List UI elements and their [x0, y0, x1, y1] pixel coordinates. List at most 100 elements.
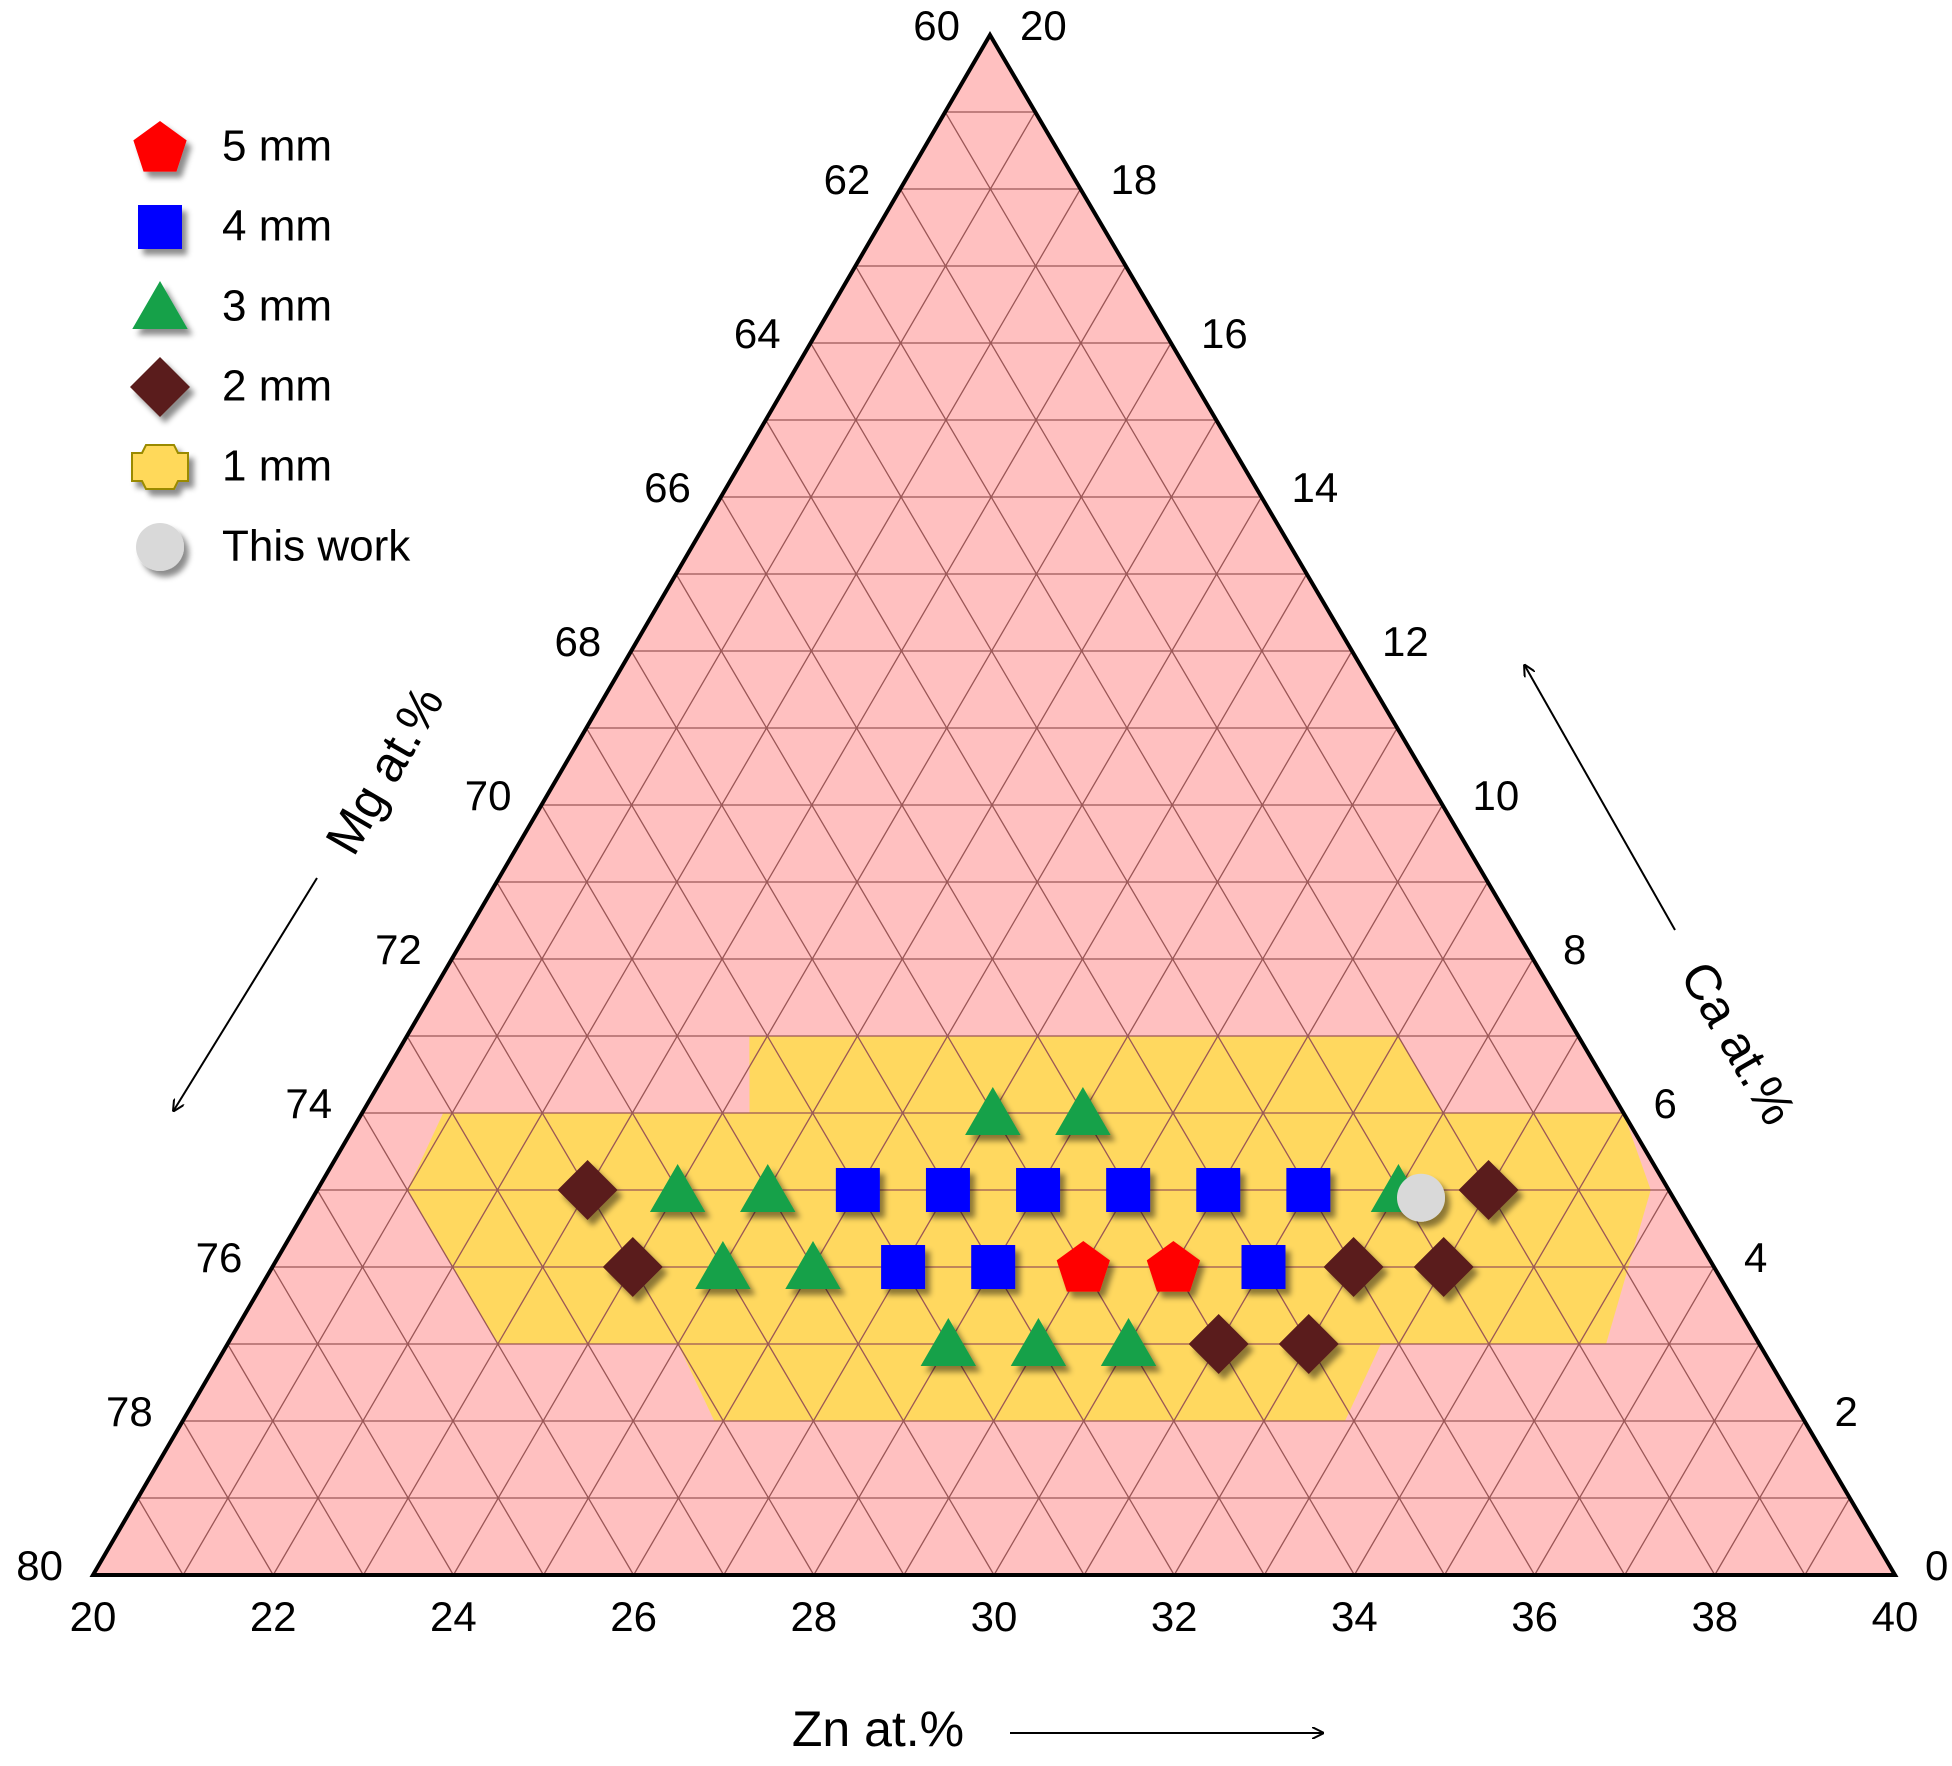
diamond-marker: [1458, 1160, 1519, 1220]
ca-arrow: [1525, 666, 1676, 931]
mg-tick-label: 70: [465, 772, 512, 819]
diamond-marker: [557, 1160, 618, 1220]
diamond-marker: [1188, 1314, 1249, 1374]
legend-label: 1 mm: [222, 442, 332, 491]
triangle-marker: [132, 281, 188, 329]
ca-tick-label: 16: [1201, 310, 1248, 357]
grid-line: [542, 419, 1217, 1576]
grid-line: [182, 1420, 274, 1576]
triangle-marker: [695, 1241, 751, 1289]
triangle-marker: [785, 1241, 841, 1289]
mg-tick-label: 68: [554, 618, 601, 665]
diamond-marker: [1413, 1237, 1474, 1297]
legend-label: 5 mm: [222, 122, 332, 171]
ca-tick-label: 0: [1925, 1542, 1948, 1589]
square-marker: [971, 1245, 1016, 1289]
region-marker: [131, 444, 189, 490]
square-marker: [925, 1168, 970, 1212]
legend-label: 2 mm: [222, 362, 332, 411]
zn-tick-label: 32: [1151, 1593, 1198, 1640]
grid-line: [361, 1112, 635, 1576]
grid-line: [899, 188, 1716, 1576]
legend-label: 3 mm: [222, 282, 332, 331]
diamond-marker: [602, 1237, 663, 1297]
zn-tick-label: 26: [610, 1593, 657, 1640]
square-marker: [881, 1245, 926, 1289]
grid-line: [316, 1189, 545, 1576]
triangle-marker: [1055, 1087, 1111, 1135]
zn-tick-label: 30: [971, 1593, 1018, 1640]
mg-tick-label: 72: [375, 926, 422, 973]
grid-line: [765, 419, 1446, 1576]
zn-tick-label: 40: [1872, 1593, 1919, 1640]
ternary-outline: [89, 31, 1899, 1577]
ca-tick-label: 6: [1654, 1080, 1677, 1127]
region: [407, 1036, 1651, 1421]
mg-tick-label: 80: [16, 1542, 63, 1589]
grid-line: [406, 1035, 725, 1576]
grid-line: [944, 111, 1806, 1576]
ca-axis-title: Ca at.%: [1670, 952, 1807, 1134]
mg-tick-label: 64: [734, 310, 781, 357]
diamond-marker: [1278, 1314, 1339, 1374]
triangle-marker: [965, 1087, 1021, 1135]
triangle-marker: [740, 1164, 796, 1212]
pentagon-marker: [1146, 1241, 1201, 1292]
zn-tick-label: 38: [1691, 1593, 1738, 1640]
mg-tick-label: 74: [285, 1080, 332, 1127]
mg-tick-label: 66: [644, 464, 691, 511]
square-marker: [1196, 1168, 1241, 1212]
square-marker: [835, 1168, 880, 1212]
pentagon-marker: [133, 121, 187, 172]
grid-line: [810, 342, 1536, 1576]
ca-tick-label: 2: [1835, 1388, 1858, 1435]
circle-marker: [1396, 1173, 1445, 1222]
zn-tick-label: 24: [430, 1593, 477, 1640]
grid-line: [723, 573, 1308, 1576]
grid-line: [1624, 1343, 1760, 1576]
grid-line: [496, 881, 905, 1576]
mg-axis-title: Mg at.%: [315, 677, 455, 864]
circle-marker: [136, 523, 184, 571]
grid-line: [630, 650, 1175, 1576]
ca-tick-label: 10: [1473, 772, 1520, 819]
ca-tick-label: 4: [1744, 1234, 1767, 1281]
grid-line: [1443, 1189, 1670, 1576]
legend: 5 mm 4 mm 3 mm 2 mm 1 mm This work: [130, 121, 411, 571]
ca-tick-label: 14: [1292, 464, 1339, 511]
legend-label: 4 mm: [222, 202, 332, 251]
square-marker: [1016, 1168, 1061, 1212]
ca-tick-label: 8: [1563, 926, 1586, 973]
grid-line: [182, 111, 1036, 1576]
grid-line: [854, 265, 1626, 1576]
zn-tick-label: 28: [790, 1593, 837, 1640]
mg-tick-label: 76: [196, 1234, 243, 1281]
ca-tick-label: 12: [1382, 618, 1429, 665]
grid-line: [137, 1497, 184, 1576]
legend-label: This work: [222, 522, 411, 571]
grid-line: [362, 265, 1127, 1576]
square-marker: [1241, 1245, 1286, 1289]
ca-tick-label: 18: [1111, 156, 1158, 203]
zn-tick-label: 22: [250, 1593, 297, 1640]
zn-tick-label: 20: [70, 1593, 117, 1640]
grid-line: [271, 1266, 454, 1576]
triangle-marker: [1100, 1318, 1157, 1366]
zn-axis-title: Zn at.%: [792, 1701, 964, 1757]
diamond-marker: [130, 357, 190, 417]
grid-line: [585, 727, 1085, 1576]
grid-line: [1804, 1497, 1851, 1576]
zn-tick-label: 34: [1331, 1593, 1378, 1640]
grid-line: [1263, 1035, 1579, 1576]
mg-tick-label: 60: [913, 2, 960, 49]
zn-tick-label: 36: [1511, 1593, 1558, 1640]
diamond-marker: [1323, 1237, 1384, 1297]
grid-line: [226, 1343, 364, 1576]
triangle-marker: [920, 1318, 977, 1366]
pentagon-marker: [1056, 1241, 1110, 1292]
mg-tick-label: 78: [106, 1388, 153, 1435]
plot-area: [89, 31, 1899, 1577]
grid-line: [720, 496, 1355, 1576]
square-marker: [1106, 1168, 1151, 1212]
ca-tick-label: 20: [1020, 2, 1067, 49]
